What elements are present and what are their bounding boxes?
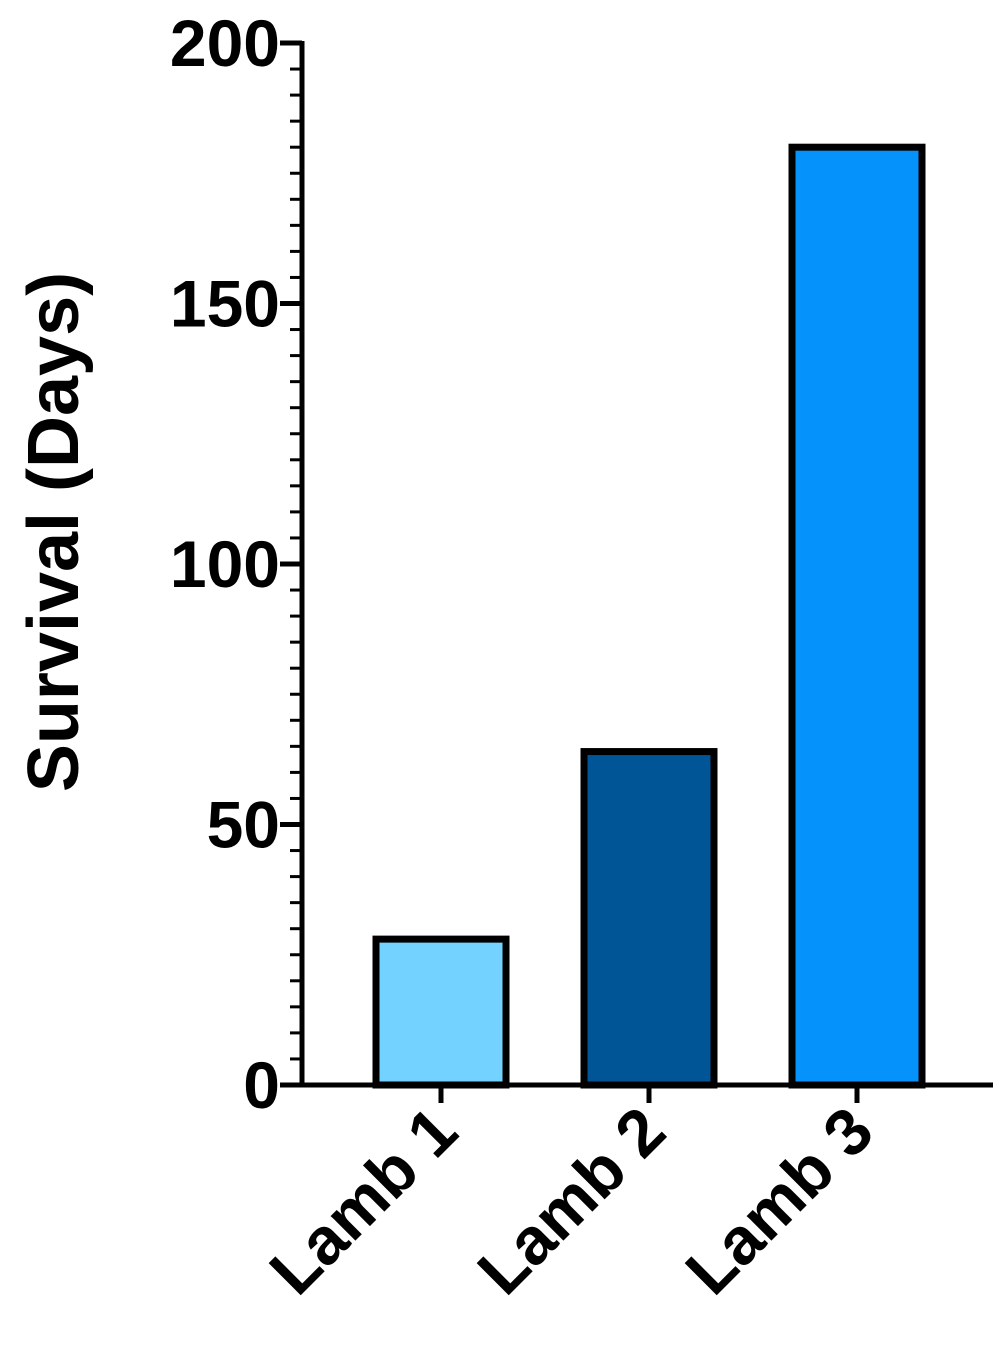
x-tick-label: Lamb 3 xyxy=(671,1093,887,1309)
y-tick-label: 50 xyxy=(207,788,280,862)
y-tick-label: 100 xyxy=(170,527,280,601)
y-tick-label: 200 xyxy=(170,6,280,80)
x-tick-label: Lamb 2 xyxy=(463,1093,679,1309)
bar-lamb-3 xyxy=(788,143,926,1089)
y-tick-label: 150 xyxy=(170,267,280,341)
bar-lamb-1 xyxy=(372,935,510,1089)
x-tick-label: Lamb 1 xyxy=(255,1093,471,1309)
y-axis-title: Survival (Days) xyxy=(14,272,94,792)
bar-lamb-2 xyxy=(580,748,718,1089)
y-axis: 0 50 100 150 200 xyxy=(170,6,305,1122)
bars xyxy=(372,143,926,1089)
y-tick-label: 0 xyxy=(243,1048,280,1122)
